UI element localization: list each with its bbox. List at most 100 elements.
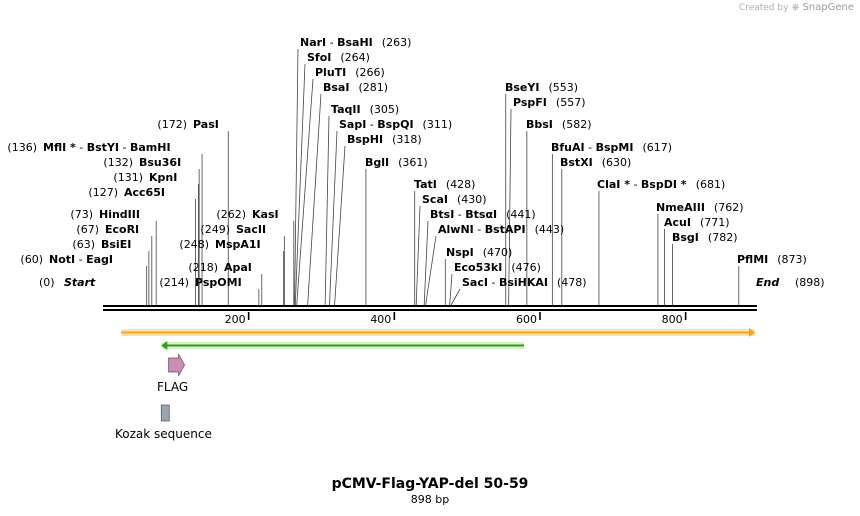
- site-name: KpnI: [149, 171, 177, 184]
- site-label-pspomi[interactable]: PspOMI (214): [159, 276, 241, 289]
- credit-brand: SnapGene: [802, 2, 854, 13]
- site-label-bsu36i[interactable]: Bsu36I (132): [103, 156, 181, 169]
- site-name: PasI: [193, 118, 219, 131]
- site-label-bsai[interactable]: BsaI (281): [323, 81, 388, 94]
- site-label-bsiei[interactable]: BsiEI (63): [72, 238, 131, 251]
- site-label-alwni[interactable]: AlwNI - BstAPI (443): [438, 223, 564, 236]
- site-enzyme-name: BspDI *: [641, 178, 687, 191]
- site-label-bsphi[interactable]: BspHI (318): [347, 133, 422, 146]
- site-name: BspHI: [347, 133, 383, 146]
- kozak-feature-box: [160, 404, 170, 422]
- site-enzyme-name: PspFI: [513, 96, 547, 109]
- site-name: SfoI: [307, 51, 331, 64]
- site-label-clai[interactable]: ClaI * - BspDI * (681): [597, 178, 725, 191]
- site-position: (262): [216, 208, 246, 221]
- site-position: (630): [602, 156, 632, 169]
- site-name: PspOMI: [195, 276, 242, 289]
- site-name-separator: -: [326, 36, 337, 49]
- site-enzyme-name: PspOMI: [195, 276, 242, 289]
- end-label: End: [756, 276, 779, 289]
- site-label-bgli[interactable]: BglI (361): [365, 156, 428, 169]
- site-label-bbsi[interactable]: BbsI (582): [526, 118, 592, 131]
- site-label-hindiii[interactable]: HindIII (73): [70, 208, 140, 221]
- site-position: (318): [392, 133, 422, 146]
- site-label-ecori[interactable]: EcoRI (67): [76, 223, 139, 236]
- site-label-pflmi[interactable]: PflMI (873): [737, 253, 807, 266]
- site-name: PluTI: [315, 66, 346, 79]
- site-enzyme-name: BglI: [365, 156, 389, 169]
- site-label-bseyi[interactable]: BseYI (553): [505, 81, 578, 94]
- site-label-nari[interactable]: NarI - BsaHI (263): [300, 36, 411, 49]
- site-label-acc65i[interactable]: Acc65I (127): [88, 186, 165, 199]
- site-position: (249): [200, 223, 230, 236]
- site-position: (214): [159, 276, 189, 289]
- site-enzyme-name: BtsI: [430, 208, 454, 221]
- site-enzyme-name: MspA1I: [215, 238, 261, 251]
- ruler: 200 400 600 800: [225, 312, 687, 326]
- site-line-3: [307, 93, 322, 306]
- site-enzyme-name: ClaI *: [597, 178, 630, 191]
- site-label-kasi[interactable]: KasI (262): [216, 208, 278, 221]
- site-name: BbsI: [526, 118, 553, 131]
- start-label: Start: [64, 276, 96, 289]
- site-name: MspA1I: [215, 238, 261, 251]
- site-name: ClaI * - BspDI *: [597, 178, 687, 191]
- site-position: (428): [446, 178, 476, 191]
- site-label-sfoi[interactable]: SfoI (264): [307, 51, 370, 64]
- site-enzyme-name: TatI: [414, 178, 437, 191]
- site-name: Acc65I: [124, 186, 165, 199]
- start-position: (0): [39, 276, 55, 289]
- site-label-taqii[interactable]: TaqII (305): [331, 103, 399, 116]
- site-enzyme-name: EcoRI: [105, 223, 139, 236]
- site-enzyme-name: PflMI: [737, 253, 768, 266]
- site-label-pspfi[interactable]: PspFI (557): [513, 96, 586, 109]
- site-label-bsgi[interactable]: BsgI (782): [672, 231, 738, 244]
- site-label-pluti[interactable]: PluTI (266): [315, 66, 385, 79]
- site-label-apai[interactable]: ApaI (218): [188, 261, 252, 274]
- site-label-saci[interactable]: SacI - BsiHKAI (478): [462, 276, 587, 289]
- site-label-pasi[interactable]: PasI (172): [157, 118, 218, 131]
- site-enzyme-name: AlwNI: [438, 223, 474, 236]
- site-name: TaqII: [331, 103, 361, 116]
- site-name: PflMI: [737, 253, 768, 266]
- site-label-btsi[interactable]: BtsI - BtsαI (441): [430, 208, 536, 221]
- site-label-bstxi[interactable]: BstXI (630): [560, 156, 631, 169]
- site-name: EcoRI: [105, 223, 139, 236]
- site-position: (441): [506, 208, 536, 221]
- site-name: BtsI - BtsαI: [430, 208, 497, 221]
- site-position: (172): [157, 118, 187, 131]
- site-enzyme-name: BseYI: [505, 81, 539, 94]
- site-enzyme-name: NotI: [49, 253, 75, 266]
- site-labels: NarI - BsaHI (263) SfoI (264) PluTI (266) BsaI…: [7, 36, 806, 289]
- site-label-sapi[interactable]: SapI - BspQI (311): [339, 118, 452, 131]
- site-label-nspi[interactable]: NspI (470): [446, 246, 512, 259]
- site-line-23: [508, 108, 512, 306]
- site-label-mspa1i[interactable]: MspA1I (248): [179, 238, 260, 251]
- site-name: SacII: [236, 223, 266, 236]
- site-lines: [146, 48, 740, 306]
- site-line-1: [294, 63, 306, 306]
- site-label-tati[interactable]: TatI (428): [414, 178, 475, 191]
- site-label-bfuai[interactable]: BfuAI - BspMI (617): [551, 141, 672, 154]
- site-enzyme-name: BsaI: [323, 81, 349, 94]
- site-label-eco53ki[interactable]: Eco53kI (476): [454, 261, 541, 274]
- site-name-separator: -: [630, 178, 641, 191]
- site-name: AlwNI - BstAPI: [438, 223, 526, 236]
- site-name: ApaI: [224, 261, 252, 274]
- site-label-scai[interactable]: ScaI (430): [422, 193, 487, 206]
- site-name: BseYI: [505, 81, 539, 94]
- site-label-kpni[interactable]: KpnI (131): [113, 171, 177, 184]
- site-label-nmeaiii[interactable]: NmeAIII (762): [656, 201, 744, 214]
- site-enzyme-name: AcuI: [664, 216, 691, 229]
- site-label-acui[interactable]: AcuI (771): [664, 216, 730, 229]
- feature-label-kozak: Kozak sequence: [115, 427, 212, 441]
- site-label-mfli[interactable]: MflI * - BstYI - BamHI (136): [7, 141, 170, 154]
- site-name: NmeAIII: [656, 201, 705, 214]
- site-name-separator: -: [76, 141, 87, 154]
- site-enzyme-name: NarI: [300, 36, 326, 49]
- site-label-sacii[interactable]: SacII (249): [200, 223, 266, 236]
- site-enzyme-name: BspMI: [596, 141, 634, 154]
- orf-green-arrowhead: [161, 341, 168, 350]
- site-position: (248): [179, 238, 209, 251]
- site-label-noti[interactable]: NotI - EagI (60): [20, 253, 113, 266]
